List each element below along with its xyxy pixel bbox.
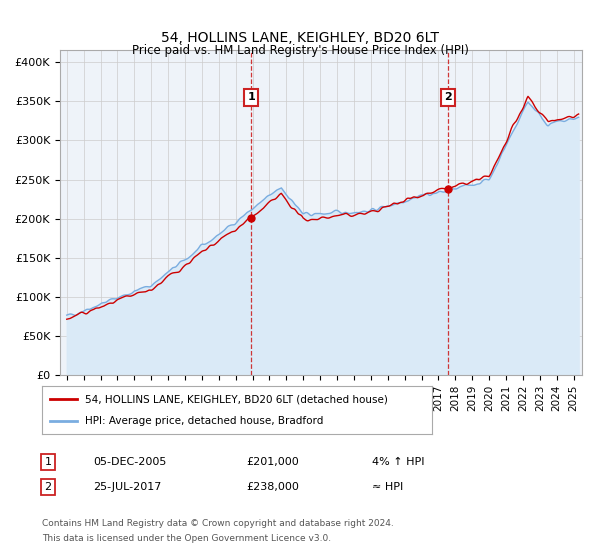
- Text: 1: 1: [247, 92, 255, 102]
- Text: 54, HOLLINS LANE, KEIGHLEY, BD20 6LT: 54, HOLLINS LANE, KEIGHLEY, BD20 6LT: [161, 31, 439, 45]
- Text: 4% ↑ HPI: 4% ↑ HPI: [372, 457, 425, 467]
- Text: Price paid vs. HM Land Registry's House Price Index (HPI): Price paid vs. HM Land Registry's House …: [131, 44, 469, 57]
- Text: This data is licensed under the Open Government Licence v3.0.: This data is licensed under the Open Gov…: [42, 534, 331, 543]
- Text: 25-JUL-2017: 25-JUL-2017: [93, 482, 161, 492]
- Text: 54, HOLLINS LANE, KEIGHLEY, BD20 6LT (detached house): 54, HOLLINS LANE, KEIGHLEY, BD20 6LT (de…: [85, 394, 388, 404]
- Text: 1: 1: [44, 457, 52, 467]
- Text: 2: 2: [44, 482, 52, 492]
- Text: HPI: Average price, detached house, Bradford: HPI: Average price, detached house, Brad…: [85, 416, 323, 426]
- Text: 2: 2: [444, 92, 452, 102]
- Text: £201,000: £201,000: [246, 457, 299, 467]
- Text: Contains HM Land Registry data © Crown copyright and database right 2024.: Contains HM Land Registry data © Crown c…: [42, 519, 394, 528]
- Text: ≈ HPI: ≈ HPI: [372, 482, 403, 492]
- Text: 05-DEC-2005: 05-DEC-2005: [93, 457, 166, 467]
- Text: £238,000: £238,000: [246, 482, 299, 492]
